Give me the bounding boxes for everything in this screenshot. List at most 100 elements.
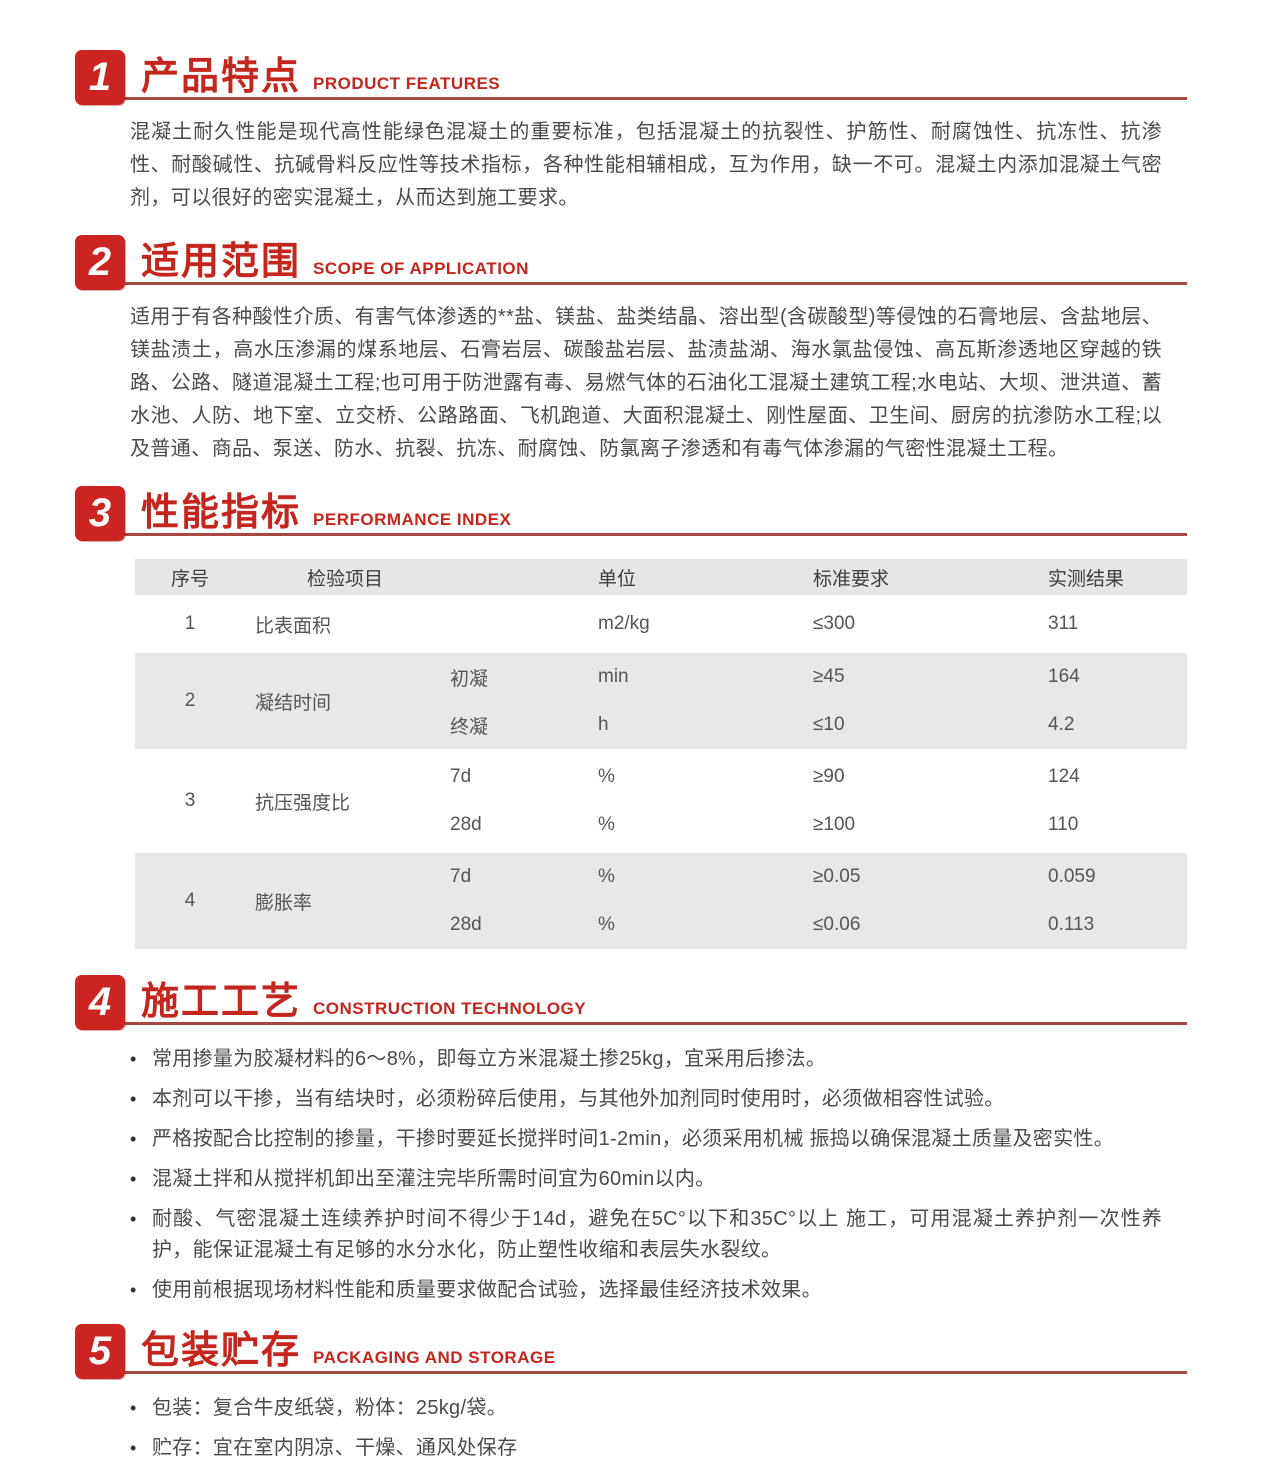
- list-item: • 贮存：宜在室内阴凉、干燥、通风处保存: [130, 1433, 1162, 1464]
- section-number: 3: [88, 491, 112, 535]
- bullet-icon: •: [130, 1089, 137, 1109]
- section-header-inner: 4 施工工艺 CONSTRUCTION TECHNOLOGY: [75, 975, 1187, 1030]
- bullet-icon: •: [130, 1209, 137, 1229]
- table-cell: 抗压强度比: [255, 792, 351, 814]
- section-title-cn: 适用范围: [141, 241, 302, 283]
- list-item-text: 贮存：宜在室内阴凉、干燥、通风处保存: [152, 1437, 518, 1459]
- list-item-text: 混凝土拌和从搅拌机卸出至灌注完毕所需时间宜为60min以内。: [152, 1168, 716, 1190]
- table-row-gap: [135, 749, 1187, 753]
- list-item-text: 本剂可以干掺，当有结块时，必须粉碎后使用，与其他外加剂同时使用时，必须做相容性试…: [152, 1088, 1005, 1110]
- table-cell: 4.2: [1048, 714, 1075, 735]
- list-item-text: 严格按配合比控制的掺量，干掺时要延长搅拌时间1-2min，必须采用机械 振捣以确…: [152, 1128, 1114, 1150]
- section-packaging-and-storage: 5 包装贮存 PACKAGING AND STORAGE • 包装：复合牛皮纸袋…: [75, 1324, 1187, 1464]
- list-item-text: 耐酸、气密混凝土连续养护时间不得少于14d，避免在5C°以下和35C°以上 施工…: [152, 1208, 1162, 1261]
- section-title-en: SCOPE OF APPLICATION: [313, 259, 529, 278]
- bullet-icon: •: [130, 1398, 137, 1418]
- table-cell: 0.059: [1048, 866, 1096, 887]
- section-header-inner: 2 适用范围 SCOPE OF APPLICATION: [75, 235, 1187, 290]
- section-product-features: 1 产品特点 PRODUCT FEATURES 混凝土耐久性能是现代高性能绿色混…: [75, 50, 1187, 215]
- table-cell: ≥100: [813, 814, 856, 835]
- table-row-gap: [135, 849, 1187, 853]
- table-cell: 0.113: [1048, 914, 1095, 935]
- table-cell: 7d: [450, 766, 472, 787]
- section-number: 4: [88, 980, 112, 1024]
- section-title-en: PRODUCT FEATURES: [313, 74, 501, 93]
- table-cell: 110: [1048, 814, 1079, 835]
- section-number: 2: [88, 240, 112, 284]
- table-cell: ≥0.05: [813, 866, 861, 887]
- table-cell: 3: [184, 790, 196, 811]
- table-cell: 初凝: [450, 668, 489, 690]
- table-row: 1 比表面积 m2/kg ≤300 311: [135, 599, 1187, 649]
- list-item: • 包装：复合牛皮纸袋，粉体：25kg/袋。: [130, 1393, 1162, 1424]
- table-cell: 比表面积: [255, 615, 332, 637]
- table-cell: 28d: [450, 814, 482, 835]
- section-title-cn: 施工工艺: [141, 981, 302, 1023]
- table-cell: m2/kg: [598, 613, 650, 634]
- table-cell: %: [598, 866, 615, 887]
- section-title-en: PACKAGING AND STORAGE: [313, 1348, 556, 1367]
- table-cell: 凝结时间: [255, 692, 332, 714]
- bullet-icon: •: [130, 1438, 137, 1458]
- bullet-icon: •: [130, 1169, 137, 1189]
- section-construction-technology: 4 施工工艺 CONSTRUCTION TECHNOLOGY • 常用掺量为胶凝…: [75, 975, 1187, 1306]
- section-title-cn: 产品特点: [141, 56, 302, 98]
- section-underline: [77, 97, 1187, 100]
- section-performance-index: 3 性能指标 PERFORMANCE INDEX 序号 检验项目 单位 标准要求…: [75, 486, 1187, 949]
- section-header: 3 性能指标 PERFORMANCE INDEX: [75, 486, 1187, 541]
- list-item-text: 常用掺量为胶凝材料的6～8%，即每立方米混凝土掺25kg，宜采用后掺法。: [152, 1048, 827, 1070]
- section-paragraph: 混凝土耐久性能是现代高性能绿色混凝土的重要标准，包括混凝土的抗裂性、护筋性、耐腐…: [130, 121, 1162, 209]
- section-paragraph: 适用于有各种酸性介质、有害气体渗透的**盐、镁盐、盐类结晶、溶出型(含碳酸型)等…: [130, 306, 1162, 460]
- table-cell: ≤10: [813, 714, 845, 735]
- section-number-badge: 2: [75, 235, 125, 290]
- section-number-badge: 5: [75, 1324, 125, 1379]
- section-header-inner: 1 产品特点 PRODUCT FEATURES: [75, 50, 1187, 105]
- table-cell: 2: [184, 690, 196, 711]
- bullet-icon: •: [130, 1129, 137, 1149]
- list-item: • 本剂可以干掺，当有结块时，必须粉碎后使用，与其他外加剂同时使用时，必须做相容…: [130, 1084, 1162, 1115]
- section-header: 4 施工工艺 CONSTRUCTION TECHNOLOGY: [75, 975, 1187, 1030]
- list-item: • 严格按配合比控制的掺量，干掺时要延长搅拌时间1-2min，必须采用机械 振捣…: [130, 1124, 1162, 1155]
- table-cell: ≥45: [813, 666, 845, 687]
- packaging-storage-list: • 包装：复合牛皮纸袋，粉体：25kg/袋。 • 贮存：宜在室内阴凉、干燥、通风…: [130, 1393, 1162, 1464]
- section-underline: [77, 1371, 1187, 1374]
- section-header-inner: 3 性能指标 PERFORMANCE INDEX: [75, 486, 1187, 541]
- section-number: 1: [88, 55, 112, 99]
- section-header: 5 包装贮存 PACKAGING AND STORAGE: [75, 1324, 1187, 1379]
- table-cell: 膨胀率: [255, 892, 313, 914]
- list-item-text: 使用前根据现场材料性能和质量要求做配合试验，选择最佳经济技术效果。: [152, 1279, 822, 1301]
- construction-steps-list: • 常用掺量为胶凝材料的6～8%，即每立方米混凝土掺25kg，宜采用后掺法。 •…: [130, 1044, 1162, 1306]
- section-header-inner: 5 包装贮存 PACKAGING AND STORAGE: [75, 1324, 1187, 1379]
- table-cell: min: [598, 666, 629, 687]
- section-title-cn: 包装贮存: [141, 1330, 302, 1372]
- table-cell: 7d: [450, 866, 472, 887]
- table-header-cell: 标准要求: [813, 568, 890, 590]
- performance-table: 序号 检验项目 单位 标准要求 实测结果 1 比表面积 m2/kg ≤300 3…: [135, 559, 1187, 949]
- section-header: 2 适用范围 SCOPE OF APPLICATION: [75, 235, 1187, 290]
- table-cell: %: [598, 914, 615, 935]
- list-item: • 混凝土拌和从搅拌机卸出至灌注完毕所需时间宜为60min以内。: [130, 1164, 1162, 1195]
- table-cell: [445, 599, 590, 649]
- list-item-text: 包装：复合牛皮纸袋，粉体：25kg/袋。: [152, 1397, 507, 1419]
- section-underline: [77, 533, 1187, 536]
- section-number-badge: 1: [75, 50, 125, 105]
- section-scope-of-application: 2 适用范围 SCOPE OF APPLICATION 适用于有各种酸性介质、有…: [75, 235, 1187, 466]
- bullet-icon: •: [130, 1049, 137, 1069]
- table-row: 3 抗压强度比 7d % ≥90 124 28d % ≥100 110: [135, 753, 1187, 849]
- table-cell: %: [598, 814, 615, 835]
- table-cell: 4: [184, 890, 196, 911]
- table-cell: ≤300: [813, 613, 856, 634]
- table-header-cell: [445, 559, 590, 595]
- table-cell: ≤0.06: [813, 914, 861, 935]
- table-cell: 终凝: [450, 716, 489, 738]
- section-underline: [77, 1022, 1187, 1025]
- table-cell: h: [598, 714, 609, 735]
- bullet-icon: •: [130, 1280, 137, 1300]
- section-underline: [77, 282, 1187, 285]
- section-title-en: PERFORMANCE INDEX: [313, 510, 512, 529]
- table-cell: %: [598, 766, 615, 787]
- section-header: 1 产品特点 PRODUCT FEATURES: [75, 50, 1187, 105]
- table-header-row: 序号 检验项目 单位 标准要求 实测结果: [135, 559, 1187, 595]
- table-row: 2 凝结时间 初凝 min ≥45 164 终凝 h ≤10 4.2: [135, 653, 1187, 749]
- table-header-cell: 检验项目: [307, 568, 384, 590]
